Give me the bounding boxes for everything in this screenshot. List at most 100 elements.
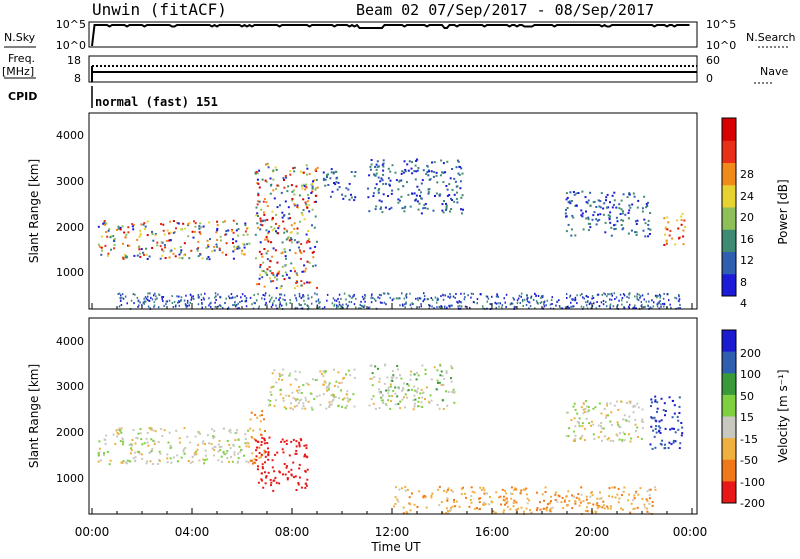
power-data-point [138,252,141,255]
velocity-data-point [131,444,134,447]
power-data-point [245,299,248,302]
power-data-point [314,215,317,218]
power-data-point [258,277,261,280]
power-data-point [295,297,297,300]
power-data-point [518,294,521,297]
velocity-data-point [324,370,327,372]
velocity-data-point [163,429,166,432]
power-data-point [141,304,143,307]
power-data-point [419,194,421,197]
power-data-point [187,223,189,226]
velocity-data-point [431,492,434,495]
power-data-point [273,299,275,302]
power-data-point [180,251,182,254]
velocity-data-point [121,438,124,441]
power-data-point [405,294,407,297]
power-data-point [311,296,313,299]
power-data-point [305,164,308,167]
power-data-point [375,163,378,166]
velocity-data-point [213,454,216,457]
power-data-point [372,297,374,299]
power-data-point [351,297,353,299]
velocity-data-point [251,459,253,462]
velocity-data-point [409,378,412,381]
velocity-data-point [632,508,635,510]
power-data-point [436,181,439,184]
power-data-point [434,296,437,299]
power-data-point [377,189,380,192]
power-data-point [161,298,163,301]
velocity-data-point [673,427,675,430]
power-data-point [261,297,263,300]
power-data-point [536,301,539,304]
power-data-point [350,171,353,173]
velocity-data-point [305,399,308,402]
power-data-point [113,247,116,250]
velocity-data-point [598,497,601,500]
velocity-data-point [581,434,584,437]
velocity-data-point [275,399,277,402]
power-data-point [489,303,491,305]
power-data-point [172,306,174,308]
power-data-point [266,163,269,166]
power-data-point [249,296,252,299]
velocity-data-point [578,497,580,500]
power-data-point [314,169,317,172]
power-data-point [668,234,671,237]
velocity-data-point [337,405,340,408]
velocity-data-point [274,453,277,456]
velocity-data-point [303,455,306,458]
velocity-data-point [381,394,384,397]
power-data-point [420,182,423,185]
velocity-data-point [256,416,259,419]
velocity-data-point [301,407,304,410]
velocity-data-point [189,461,192,464]
power-data-point [163,304,165,307]
power-data-point [296,274,299,277]
power-data-point [435,192,438,195]
power-data-point [262,261,265,264]
velocity-data-point [381,399,384,402]
velocity-data-point [585,498,588,501]
power-data-point [146,234,149,237]
velocity-data-point [677,428,680,431]
velocity-data-point [220,455,223,458]
power-cbar-tick-24: 24 [740,190,754,203]
power-data-point [256,200,259,203]
velocity-data-point [298,441,301,444]
velocity-data-point [288,454,291,457]
power-data-point [418,297,421,300]
power-data-point [240,296,242,299]
velocity-data-point [653,435,656,438]
power-data-point [628,209,631,212]
velocity-data-point [674,431,677,434]
velocity-data-point [112,433,115,436]
power-data-point [305,183,308,186]
velocity-data-point [279,471,281,474]
velocity-data-point [134,442,137,445]
power-data-point [127,226,130,229]
velocity-data-point [596,497,599,500]
velocity-data-point [565,434,568,437]
power-data-point [587,229,590,232]
power-data-point [280,191,283,194]
velocity-data-point [499,495,502,498]
velocity-data-point [667,447,670,449]
power-data-point [634,231,637,234]
velocity-data-point [298,463,301,466]
velocity-data-point [290,468,293,471]
power-data-point [143,253,145,256]
power-data-point [387,292,390,295]
power-data-point [169,239,172,242]
velocity-data-point [657,425,660,428]
power-data-point [433,307,435,310]
power-data-point [582,306,585,309]
power-data-point [172,220,175,222]
power-data-point [608,216,611,219]
power-data-point [476,302,478,305]
power-data-point [279,287,282,290]
velocity-data-point [328,384,330,387]
velocity-data-point [455,500,458,503]
power-data-point [654,294,657,297]
power-data-point [278,270,281,273]
